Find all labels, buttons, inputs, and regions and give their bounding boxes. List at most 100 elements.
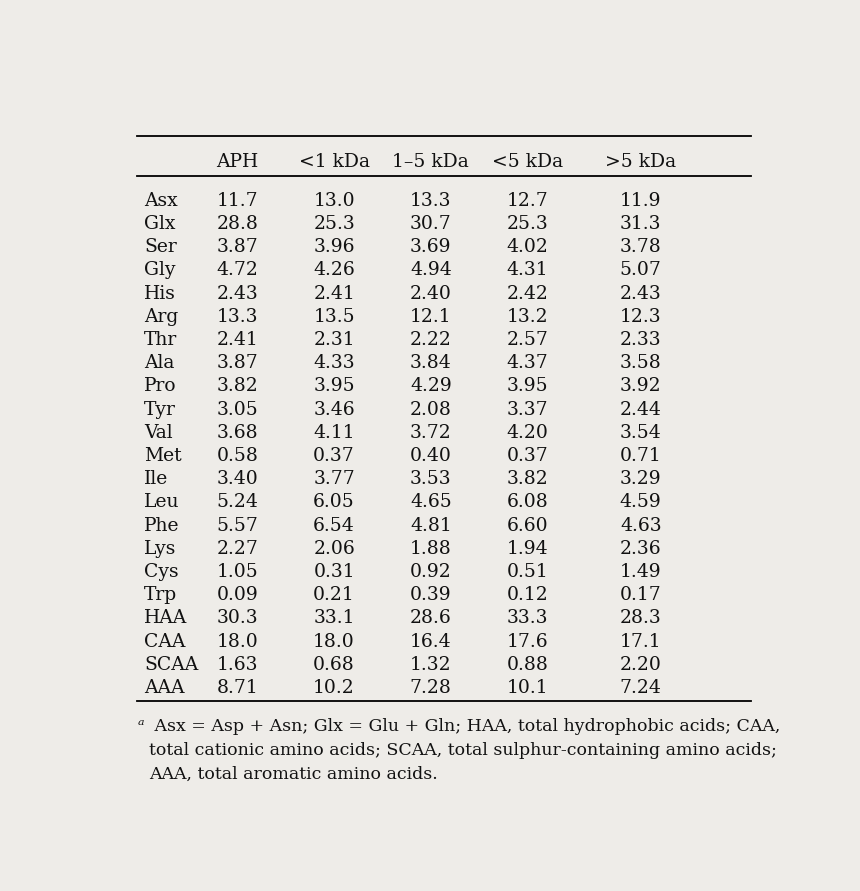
- Text: 1.49: 1.49: [620, 563, 661, 581]
- Text: 0.37: 0.37: [507, 447, 549, 465]
- Text: Leu: Leu: [144, 494, 180, 511]
- Text: 3.54: 3.54: [620, 424, 661, 442]
- Text: 3.77: 3.77: [313, 470, 355, 488]
- Text: 3.29: 3.29: [620, 470, 661, 488]
- Text: HAA: HAA: [144, 609, 187, 627]
- Text: Ala: Ala: [144, 355, 175, 372]
- Text: APH: APH: [217, 152, 259, 171]
- Text: 3.82: 3.82: [217, 378, 258, 396]
- Text: 17.6: 17.6: [507, 633, 548, 650]
- Text: 12.1: 12.1: [410, 308, 452, 326]
- Text: 7.28: 7.28: [410, 679, 452, 697]
- Text: 2.42: 2.42: [507, 284, 549, 303]
- Text: 13.3: 13.3: [217, 308, 258, 326]
- Text: 5.57: 5.57: [217, 517, 258, 535]
- Text: 4.72: 4.72: [217, 261, 258, 280]
- Text: Pro: Pro: [144, 378, 177, 396]
- Text: His: His: [144, 284, 176, 303]
- Text: 3.68: 3.68: [217, 424, 258, 442]
- Text: Gly: Gly: [144, 261, 175, 280]
- Text: 0.58: 0.58: [217, 447, 258, 465]
- Text: 28.6: 28.6: [410, 609, 452, 627]
- Text: Lys: Lys: [144, 540, 176, 558]
- Text: 3.87: 3.87: [217, 355, 258, 372]
- Text: 4.59: 4.59: [620, 494, 661, 511]
- Text: 30.7: 30.7: [410, 215, 452, 233]
- Text: 1.63: 1.63: [217, 656, 258, 674]
- Text: 17.1: 17.1: [620, 633, 661, 650]
- Text: 4.20: 4.20: [507, 424, 549, 442]
- Text: 12.7: 12.7: [507, 192, 549, 210]
- Text: 5.24: 5.24: [217, 494, 258, 511]
- Text: 28.3: 28.3: [620, 609, 661, 627]
- Text: 3.05: 3.05: [217, 401, 258, 419]
- Text: 3.78: 3.78: [620, 238, 661, 257]
- Text: 0.37: 0.37: [313, 447, 355, 465]
- Text: 3.82: 3.82: [507, 470, 549, 488]
- Text: 2.40: 2.40: [410, 284, 452, 303]
- Text: Tyr: Tyr: [144, 401, 176, 419]
- Text: Ser: Ser: [144, 238, 177, 257]
- Text: 7.24: 7.24: [620, 679, 661, 697]
- Text: >5 kDa: >5 kDa: [605, 152, 676, 171]
- Text: Ile: Ile: [144, 470, 169, 488]
- Text: <5 kDa: <5 kDa: [492, 152, 563, 171]
- Text: 3.58: 3.58: [620, 355, 661, 372]
- Text: 1.05: 1.05: [217, 563, 258, 581]
- Text: SCAA: SCAA: [144, 656, 199, 674]
- Text: 6.08: 6.08: [507, 494, 549, 511]
- Text: 4.29: 4.29: [410, 378, 452, 396]
- Text: 4.81: 4.81: [410, 517, 452, 535]
- Text: 11.9: 11.9: [620, 192, 661, 210]
- Text: 6.54: 6.54: [313, 517, 355, 535]
- Text: 0.51: 0.51: [507, 563, 549, 581]
- Text: 2.36: 2.36: [620, 540, 661, 558]
- Text: 2.41: 2.41: [313, 284, 355, 303]
- Text: Phe: Phe: [144, 517, 180, 535]
- Text: 2.20: 2.20: [620, 656, 661, 674]
- Text: 1.94: 1.94: [507, 540, 548, 558]
- Text: 1–5 kDa: 1–5 kDa: [392, 152, 469, 171]
- Text: 0.68: 0.68: [313, 656, 355, 674]
- Text: 5.07: 5.07: [620, 261, 661, 280]
- Text: 4.33: 4.33: [313, 355, 355, 372]
- Text: 2.27: 2.27: [217, 540, 258, 558]
- Text: 1.32: 1.32: [410, 656, 452, 674]
- Text: 4.11: 4.11: [313, 424, 355, 442]
- Text: Arg: Arg: [144, 308, 178, 326]
- Text: Trp: Trp: [144, 586, 177, 604]
- Text: Cys: Cys: [144, 563, 179, 581]
- Text: 2.08: 2.08: [410, 401, 452, 419]
- Text: 13.3: 13.3: [410, 192, 452, 210]
- Text: 2.44: 2.44: [620, 401, 661, 419]
- Text: 10.1: 10.1: [507, 679, 548, 697]
- Text: 12.3: 12.3: [620, 308, 661, 326]
- Text: 0.12: 0.12: [507, 586, 549, 604]
- Text: 3.69: 3.69: [410, 238, 452, 257]
- Text: 3.92: 3.92: [620, 378, 661, 396]
- Text: 28.8: 28.8: [217, 215, 258, 233]
- Text: 2.43: 2.43: [620, 284, 661, 303]
- Text: 3.95: 3.95: [507, 378, 548, 396]
- Text: 3.46: 3.46: [313, 401, 355, 419]
- Text: 0.17: 0.17: [620, 586, 661, 604]
- Text: 1.88: 1.88: [410, 540, 452, 558]
- Text: 3.72: 3.72: [410, 424, 452, 442]
- Text: 4.26: 4.26: [313, 261, 355, 280]
- Text: 13.0: 13.0: [313, 192, 355, 210]
- Text: 2.06: 2.06: [313, 540, 355, 558]
- Text: 2.31: 2.31: [313, 331, 355, 349]
- Text: 33.3: 33.3: [507, 609, 548, 627]
- Text: 6.60: 6.60: [507, 517, 548, 535]
- Text: Val: Val: [144, 424, 173, 442]
- Text: AAA: AAA: [144, 679, 185, 697]
- Text: 3.87: 3.87: [217, 238, 258, 257]
- Text: 18.0: 18.0: [313, 633, 355, 650]
- Text: 2.33: 2.33: [620, 331, 661, 349]
- Text: 16.4: 16.4: [410, 633, 452, 650]
- Text: Asx: Asx: [144, 192, 178, 210]
- Text: 4.02: 4.02: [507, 238, 549, 257]
- Text: 33.1: 33.1: [313, 609, 355, 627]
- Text: 0.21: 0.21: [313, 586, 355, 604]
- Text: 11.7: 11.7: [217, 192, 258, 210]
